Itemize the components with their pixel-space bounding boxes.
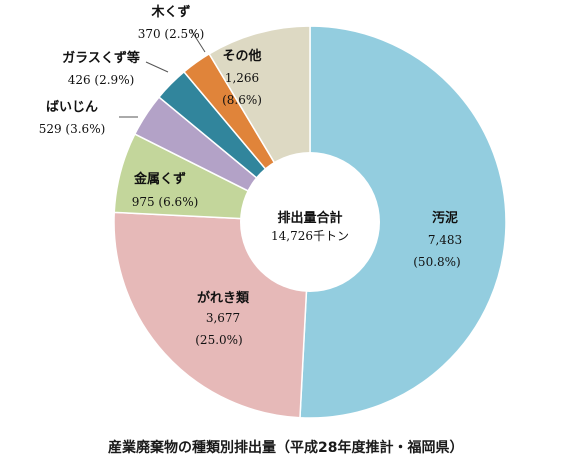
center-total-value: 14,726千トン <box>271 229 349 243</box>
slice-label-1: がれき類 <box>197 290 250 306</box>
slice-0 <box>299 25 507 419</box>
donut-hole <box>240 152 380 292</box>
slice-value-6: 1,266 <box>225 71 259 85</box>
slice-value-1: 3,677 <box>206 311 240 325</box>
chart-title: 産業廃棄物の種類別排出量（平成28年度推計・福岡県） <box>108 440 464 456</box>
center-total-label: 排出量合計 <box>277 210 342 226</box>
slice-value-0: 7,483 <box>428 233 462 247</box>
slice-label-6: その他 <box>222 48 261 64</box>
slice-value-5: 370 (2.5%) <box>138 27 205 41</box>
slice-percent-0: (50.8%) <box>413 255 460 269</box>
slice-percent-1: (25.0%) <box>195 333 242 347</box>
leader-lines-group <box>119 29 206 118</box>
leader-line-4 <box>145 61 169 73</box>
slice-label-0: 汚泥 <box>432 210 458 226</box>
slice-value-4: 426 (2.9%) <box>68 73 135 87</box>
slice-label-3: ばいじん <box>46 100 98 115</box>
labels-group: 汚泥 7,483 (50.8%) がれき類 3,677 (25.0%) 金属くず 975 (6… <box>39 4 462 347</box>
slice-label-2: 金属くず <box>133 171 186 187</box>
slice-value-2: 975 (6.6%) <box>132 195 199 209</box>
slice-label-4: ガラスくず等 <box>62 50 140 66</box>
slice-percent-6: (8.6%) <box>222 93 262 107</box>
slice-label-5: 木くず <box>150 4 190 20</box>
leader-line-5 <box>190 29 206 53</box>
slice-value-3: 529 (3.6%) <box>39 122 106 136</box>
